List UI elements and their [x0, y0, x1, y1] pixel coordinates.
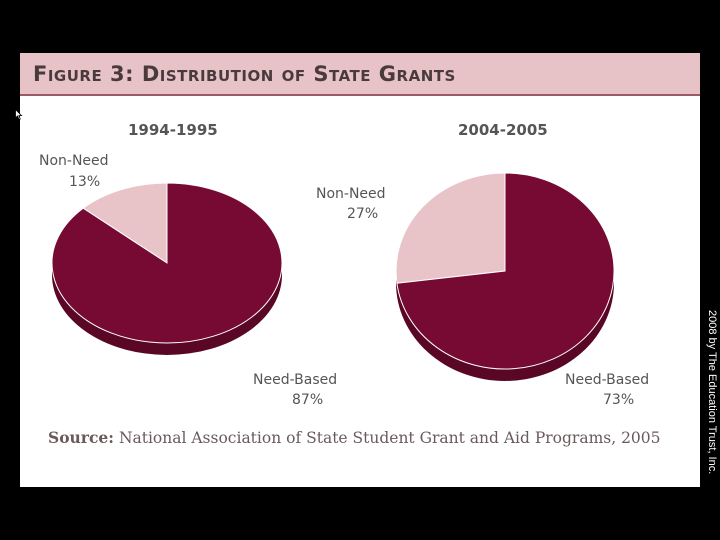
- pie-2-value-need-based: 73%: [603, 392, 634, 408]
- pie-chart-1: 1994-1995 Non-Need 13% Need-Based 87%: [39, 121, 337, 408]
- pie-1-label-need-based: Need-Based: [253, 372, 337, 388]
- copyright-notice: 2008 by The Education Trust, Inc.: [701, 310, 720, 490]
- pie-chart-2: 2004-2005 Non-Need 27% Need-Based 73%: [316, 121, 649, 408]
- pie-2-title: 2004-2005: [458, 121, 548, 139]
- pie-2-slice-need-based: [396, 172, 615, 370]
- source-text: National Association of State Student Gr…: [118, 429, 661, 447]
- pie-1-label-non-need: Non-Need: [39, 153, 109, 169]
- mouse-cursor-icon: [15, 109, 23, 121]
- pie-1-value-need-based: 87%: [292, 392, 323, 408]
- source-label: Source:: [48, 428, 114, 447]
- title-band: Figure 3: Distribution of State Grants: [20, 53, 700, 96]
- pie-2-label-non-need: Non-Need: [316, 186, 386, 202]
- pie-1-value-non-need: 13%: [69, 174, 100, 190]
- pie-2-label-need-based: Need-Based: [565, 372, 649, 388]
- pie-1-slice-non-need: [82, 182, 168, 264]
- slide: Figure 3: Distribution of State Grants 1…: [20, 53, 700, 487]
- figure-title: Figure 3: Distribution of State Grants: [33, 62, 456, 86]
- copyright-text: 2008 by The Education Trust, Inc.: [706, 310, 718, 475]
- pie-charts: 1994-1995 Non-Need 13% Need-Based 87% 20…: [39, 121, 649, 408]
- source-note: Source: National Association of State St…: [48, 427, 688, 449]
- pie-1-title: 1994-1995: [128, 121, 218, 139]
- pie-2-value-non-need: 27%: [347, 206, 378, 222]
- pie-1-slice-need-based: [51, 182, 283, 344]
- pie-2-slice-non-need: [395, 172, 506, 284]
